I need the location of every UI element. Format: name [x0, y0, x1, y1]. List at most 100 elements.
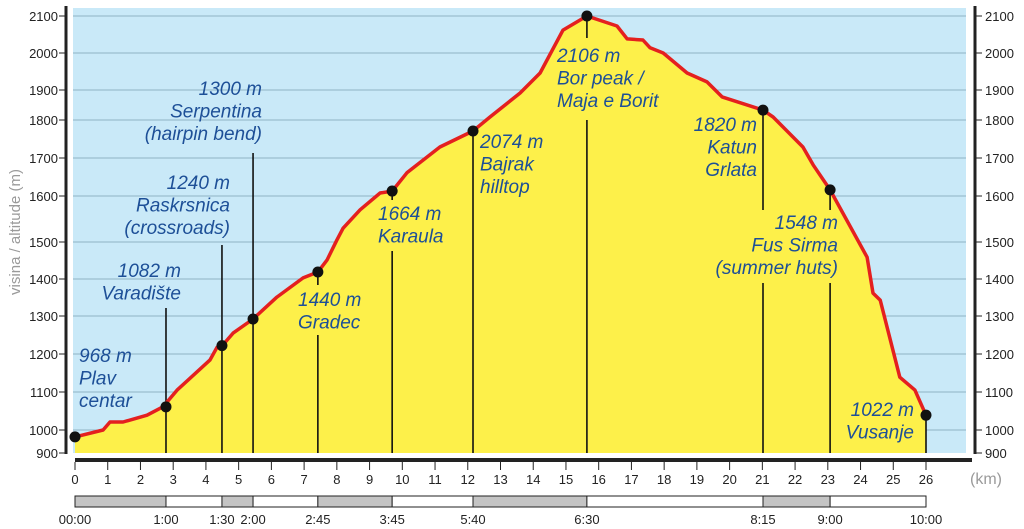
- time-bar-segment: [252, 495, 319, 508]
- waypoint-marker: [824, 184, 836, 196]
- waypoint-marker: [160, 401, 172, 413]
- x-tick-label: 1: [104, 472, 111, 487]
- x-tick-label: 8: [333, 472, 340, 487]
- x-tick-label: 19: [690, 472, 704, 487]
- waypoint-label-line: 1240 m: [167, 173, 230, 194]
- time-label: 8:15: [750, 512, 775, 527]
- time-bar-segment: [221, 495, 254, 508]
- y-tick-label-left: 1000: [29, 423, 58, 438]
- waypoint-label-line: Gradec: [298, 313, 361, 334]
- waypoint-marker: [216, 340, 228, 352]
- waypoint-marker: [581, 10, 593, 22]
- waypoint-label-line: Katun: [707, 138, 757, 159]
- x-tick-label: 21: [755, 472, 769, 487]
- x-axis-unit-label: (km): [970, 471, 1002, 488]
- y-tick-label-right: 2000: [985, 46, 1014, 61]
- x-tick-label: 6: [268, 472, 275, 487]
- x-tick-label: 15: [559, 472, 573, 487]
- y-tick-label-left: 1200: [29, 347, 58, 362]
- y-axis-label: visina / altitude (m): [7, 169, 24, 295]
- y-tick-label-right: 900: [985, 446, 1007, 461]
- y-tick-label-left: 1700: [29, 151, 58, 166]
- time-label: 10:00: [910, 512, 943, 527]
- y-tick-label-left: 1300: [29, 309, 58, 324]
- y-tick-label-right: 1300: [985, 309, 1014, 324]
- time-label: 00:00: [59, 512, 92, 527]
- time-bar-segment: [586, 495, 764, 508]
- y-tick-label-right: 1200: [985, 347, 1014, 362]
- waypoint-label: 1664 m Karaula: [378, 204, 444, 248]
- y-tick-label-left: 1900: [29, 83, 58, 98]
- waypoint-label: 1820 m Katun Grlata: [694, 115, 757, 181]
- x-tick-label: 4: [202, 472, 209, 487]
- x-tick-label: 16: [591, 472, 605, 487]
- waypoint-label-line: (hairpin bend): [145, 124, 262, 145]
- waypoint-label-line: 2074 m: [479, 132, 543, 153]
- time-label: 5:40: [460, 512, 485, 527]
- x-tick-label: 26: [919, 472, 933, 487]
- waypoint-label: 2074 m Bajrak hilltop: [479, 132, 543, 198]
- waypoint-label-line: Karaula: [378, 227, 444, 248]
- time-label: 9:00: [817, 512, 842, 527]
- x-tick-label: 20: [722, 472, 736, 487]
- y-tick-label-right: 1100: [985, 385, 1013, 400]
- time-bar-segment: [391, 495, 474, 508]
- waypoint-label-line: 1300 m: [199, 79, 262, 100]
- y-tick-label-left: 1400: [29, 272, 58, 287]
- x-tick-label: 24: [853, 472, 867, 487]
- profile-area: [75, 16, 926, 453]
- x-tick-label: 17: [624, 472, 638, 487]
- waypoint-marker: [757, 104, 769, 116]
- waypoint-marker: [467, 125, 479, 137]
- x-tick-label: 14: [526, 472, 540, 487]
- profile-line: [74, 14, 928, 439]
- waypoint-marker: [312, 266, 324, 278]
- waypoint-label-line: Fus Sirma: [751, 236, 838, 257]
- waypoint-label-line: Maja e Borit: [557, 91, 659, 112]
- waypoint-label-line: 1022 m: [851, 400, 914, 421]
- time-bar-segment: [762, 495, 831, 508]
- waypoint-label-line: Bor peak /: [557, 69, 645, 90]
- x-tick-label: 3: [170, 472, 177, 487]
- waypoint-label-line: hilltop: [480, 177, 530, 198]
- y-tick-label-left: 1600: [29, 189, 58, 204]
- time-label: 3:45: [380, 512, 405, 527]
- y-tick-label-right: 1800: [985, 113, 1014, 128]
- y-tick-label-left: 1500: [29, 235, 58, 250]
- y-tick-label-right: 2100: [985, 9, 1014, 24]
- waypoint-marker: [69, 431, 81, 443]
- waypoint-label-line: 2106 m: [556, 46, 620, 67]
- x-tick-label: 2: [137, 472, 144, 487]
- waypoint-label-line: 1440 m: [298, 290, 361, 311]
- x-tick-label: 25: [886, 472, 900, 487]
- time-label: 6:30: [574, 512, 599, 527]
- waypoint-label-line: 968 m: [79, 346, 132, 367]
- x-axis: [75, 458, 972, 462]
- x-tick-label: 12: [461, 472, 475, 487]
- x-tick-label: 23: [821, 472, 835, 487]
- y-tick-label-left: 1800: [29, 113, 58, 128]
- x-tick-label: 22: [788, 472, 802, 487]
- waypoint-label-line: 1820 m: [694, 115, 757, 136]
- x-tick-label: 7: [300, 472, 307, 487]
- x-tick-label: 10: [395, 472, 409, 487]
- waypoint-marker: [247, 313, 259, 325]
- waypoint-label-line: Raskrsnica: [136, 196, 230, 217]
- waypoint-label: 968 m Plav centar: [79, 346, 132, 412]
- waypoint-label-line: 1664 m: [378, 204, 441, 225]
- waypoint-label-line: centar: [79, 391, 132, 412]
- time-label: 2:00: [240, 512, 265, 527]
- time-label: 1:00: [153, 512, 178, 527]
- x-tick-label: 5: [235, 472, 242, 487]
- y-tick-label-right: 1900: [985, 83, 1014, 98]
- waypoint-label: 1022 m Vusanje: [846, 400, 914, 444]
- x-tick-label: 0: [71, 472, 78, 487]
- y-tick-label-left: 2100: [29, 9, 58, 24]
- waypoint-label: 1300 m Serpentina (hairpin bend): [145, 79, 262, 145]
- y-tick-label-right: 1500: [985, 235, 1014, 250]
- x-tick-label: 9: [366, 472, 373, 487]
- waypoint-label-line: 1082 m: [118, 261, 181, 282]
- waypoint-marker: [386, 185, 398, 197]
- time-bar-segment: [472, 495, 588, 508]
- y-tick-label-left: 2000: [29, 46, 58, 61]
